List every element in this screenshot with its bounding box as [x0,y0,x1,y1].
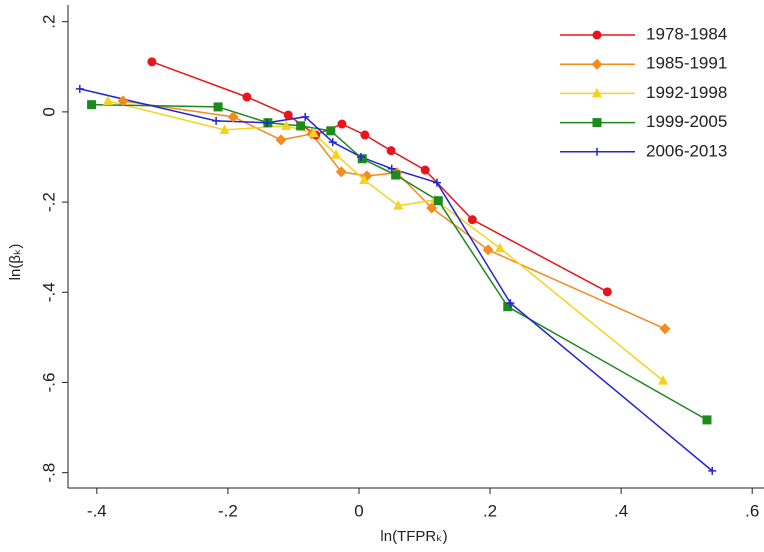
series-line [107,100,664,382]
data-point [275,134,287,146]
data-point [331,149,342,159]
y-tick-label: -.6 [39,373,58,393]
data-point [494,242,505,253]
data-point [212,116,221,125]
series-line [151,61,608,293]
legend-label: 2006-2013 [646,141,727,160]
data-point [117,95,129,107]
x-axis-title: ln(TFPRₖ) [380,528,447,545]
y-tick-label: -.2 [39,192,58,212]
y-tick-label: .2 [39,15,58,29]
legend-label: 1999-2005 [646,112,727,131]
data-point [467,215,477,225]
data-point [281,120,292,130]
data-point [283,110,293,120]
data-point [658,375,669,385]
data-point [503,302,513,312]
data-point [147,57,157,67]
data-point [602,287,612,297]
legend-marker [592,118,602,128]
x-tick-label: -.2 [218,501,238,520]
data-point [482,244,494,256]
series-line [91,103,708,421]
data-point [393,200,404,210]
data-point [356,152,365,161]
data-point [708,466,717,475]
data-point [337,119,347,129]
data-point [308,127,319,138]
data-point [227,111,239,123]
legend-label: 1985-1991 [646,54,727,73]
data-point [359,174,370,184]
data-point [213,102,223,112]
data-point [87,100,97,110]
legend-marker [593,147,601,156]
data-point [335,166,347,178]
data-point [387,164,396,173]
data-point [219,124,230,134]
data-point [360,130,370,140]
data-point [296,121,306,131]
data-point [702,415,712,425]
series-line [79,88,713,472]
x-tick-label: .4 [614,501,628,520]
data-point [506,299,515,308]
data-point [328,138,337,147]
x-tick-label: 0 [354,501,363,520]
y-tick-label: -.8 [39,463,58,483]
data-point [263,118,272,127]
y-axis-title: ln(βₖ) [7,244,24,281]
data-point [420,165,430,175]
legend-marker [591,58,603,70]
data-point [391,170,401,180]
data-point [102,95,113,106]
y-tick-label: -.4 [39,282,58,302]
data-point [326,126,336,136]
series-line [122,100,666,330]
data-point [386,146,396,156]
data-point [242,92,252,102]
legend-marker [592,30,602,40]
legend-label: 1992-1998 [646,83,727,102]
data-point [432,178,441,187]
data-point [433,196,443,206]
data-point [357,154,367,164]
x-tick-label: -.4 [87,501,107,520]
legend-marker [592,87,602,98]
x-tick-label: .2 [483,501,497,520]
data-point [75,84,84,93]
y-tick-label: 0 [39,107,58,116]
data-point [659,323,671,335]
x-tick-label: .6 [745,501,759,520]
legend-label: 1978-1984 [646,24,727,43]
data-point [301,112,310,121]
